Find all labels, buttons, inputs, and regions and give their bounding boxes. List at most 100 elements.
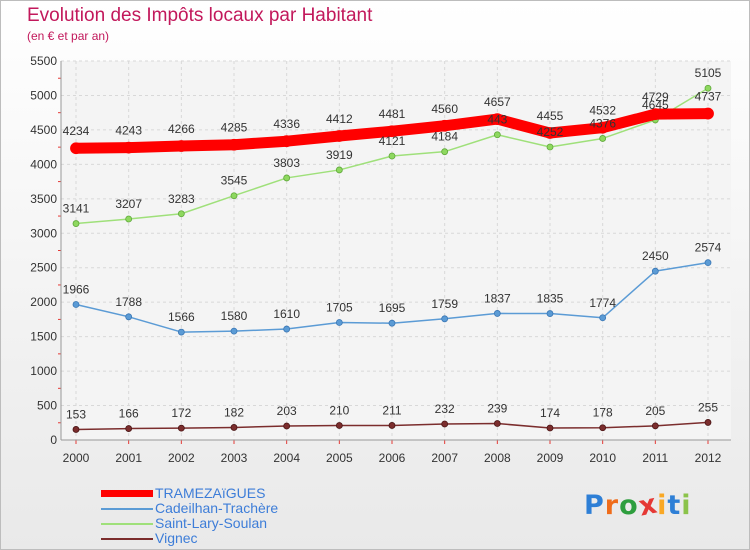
data-label: 232	[435, 402, 455, 416]
data-point	[491, 113, 504, 125]
data-point	[280, 135, 293, 148]
data-point	[228, 138, 240, 151]
data-label: 3919	[326, 148, 353, 162]
data-point	[335, 422, 343, 429]
y-tick-label: 3000	[30, 226, 57, 240]
data-point	[599, 135, 607, 142]
data-label: 5105	[695, 66, 722, 80]
data-point	[546, 310, 554, 317]
data-label: 4532	[589, 104, 616, 118]
data-label: 4184	[431, 130, 458, 144]
data-point	[230, 192, 238, 200]
proxiti-logo: Proxiti	[584, 488, 692, 522]
data-label: 4412	[326, 112, 353, 126]
data-point	[335, 166, 343, 174]
data-point	[544, 127, 556, 139]
legend-swatch-vignec	[101, 538, 153, 540]
data-point	[651, 422, 659, 430]
logo-letter: r	[604, 490, 620, 521]
data-point	[177, 210, 185, 218]
data-label: 178	[593, 406, 613, 420]
chart-subtitle: (en € et par an)	[27, 29, 110, 43]
data-label: 4737	[695, 90, 722, 104]
data-label: 3545	[221, 174, 248, 188]
y-tick-label: 1500	[30, 330, 57, 344]
data-label: 174	[540, 406, 560, 420]
data-label: 1835	[537, 292, 564, 306]
x-tick-label: 2001	[115, 451, 142, 465]
y-tick-label: 4000	[30, 157, 57, 171]
data-point	[441, 315, 449, 323]
data-point	[441, 148, 449, 156]
data-label: 255	[698, 400, 718, 414]
data-point	[493, 420, 501, 427]
data-point	[125, 215, 133, 223]
y-tick-label: 0	[50, 433, 57, 447]
data-label: 182	[224, 405, 244, 419]
x-tick-label: 2012	[695, 451, 722, 465]
y-tick-label: 5500	[30, 54, 57, 68]
data-label: 4121	[379, 134, 406, 148]
data-point	[125, 313, 133, 321]
x-tick-label: 2008	[484, 451, 511, 465]
x-tick-label: 2011	[642, 451, 668, 465]
x-tick-label: 2003	[221, 451, 248, 465]
x-tick-label: 2002	[168, 451, 195, 465]
data-label: 153	[66, 407, 86, 421]
data-point	[702, 107, 714, 120]
data-label: 4560	[431, 102, 458, 116]
data-label: 4729	[642, 90, 669, 104]
data-label: 1774	[589, 296, 616, 310]
data-point	[333, 130, 346, 142]
data-label: 4243	[115, 124, 142, 138]
data-point	[70, 142, 82, 155]
data-point	[704, 84, 712, 92]
data-point	[125, 425, 133, 432]
data-point	[283, 325, 291, 333]
data-label: 239	[487, 402, 507, 416]
data-label: 211	[382, 403, 401, 417]
data-label: 1788	[115, 295, 142, 309]
legend-swatch-tramezaigues	[101, 490, 153, 497]
data-label: 4481	[379, 107, 406, 121]
data-point	[177, 328, 185, 336]
data-point	[599, 424, 607, 432]
data-point	[546, 143, 554, 151]
data-point	[72, 220, 80, 227]
data-label: 4376	[589, 116, 616, 130]
data-label: 1610	[273, 307, 300, 321]
data-point	[388, 152, 396, 160]
data-label: 1580	[221, 309, 248, 323]
logo-letter: t	[667, 490, 682, 521]
y-tick-label: 3500	[30, 192, 57, 206]
data-point	[122, 141, 135, 154]
x-tick-label: 2007	[431, 451, 458, 465]
data-point	[283, 174, 291, 182]
legend-label-tramezaigues: TRAMEZAïGUES	[155, 485, 266, 501]
data-label: 4252	[537, 125, 564, 139]
data-point	[388, 319, 396, 327]
legend-label-vignec: Vignec	[155, 530, 198, 546]
data-point	[438, 119, 451, 132]
data-label: 1695	[379, 301, 406, 315]
y-tick-label: 1000	[30, 364, 57, 378]
legend-label-saint-lary-soulan: Saint-Lary-Soulan	[155, 515, 268, 531]
data-point	[335, 319, 343, 326]
data-point	[546, 424, 554, 432]
data-label: 4455	[537, 109, 564, 123]
data-label: 172	[171, 406, 191, 420]
data-label: 2574	[695, 241, 722, 255]
data-label: 1837	[484, 291, 511, 305]
data-point	[441, 420, 449, 428]
chart-title: Evolution des Impôts locaux par Habitant	[27, 5, 373, 26]
data-label: 1566	[168, 310, 195, 324]
data-label: 1705	[326, 301, 353, 315]
data-label: 443	[487, 113, 507, 127]
data-point	[596, 121, 609, 134]
data-label: 210	[329, 404, 349, 418]
y-tick-label: 2000	[30, 295, 57, 309]
data-point	[72, 301, 80, 308]
data-label: 1759	[431, 297, 458, 311]
data-label: 4645	[642, 98, 669, 112]
